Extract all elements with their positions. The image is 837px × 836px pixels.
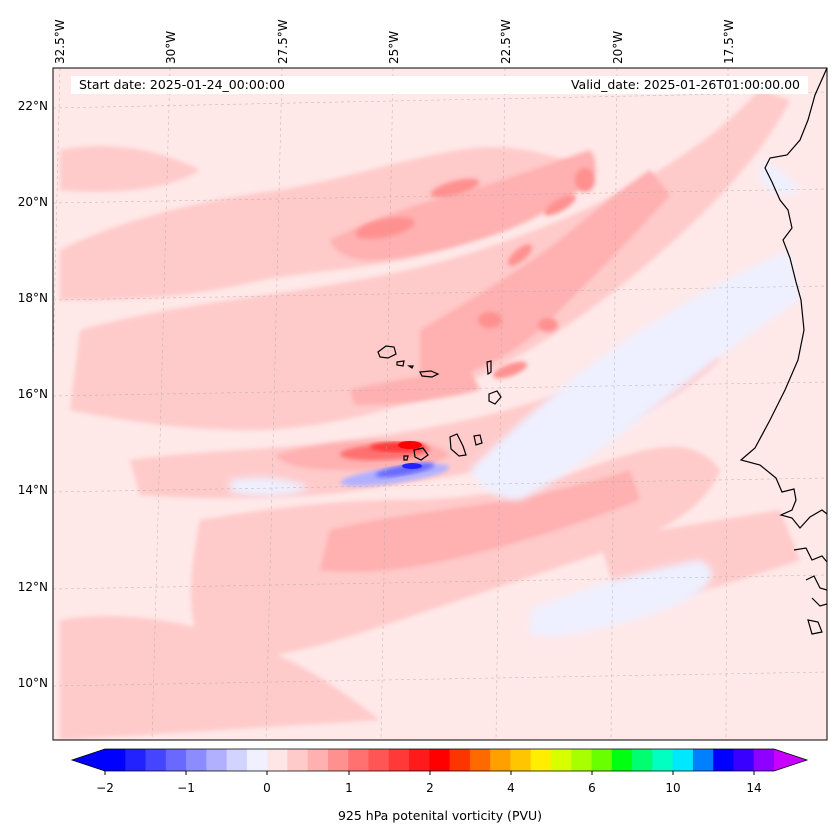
colorbar-segment [753, 749, 775, 771]
island-sao-vicente [396, 360, 405, 367]
colorbar-segment [672, 749, 694, 771]
colorbar-segment [125, 749, 147, 771]
colorbar-segment [733, 749, 755, 771]
colorbar-segment [429, 749, 451, 771]
colorbar-title: 925 hPa potenital vorticity (PVU) [337, 808, 543, 823]
lat-label: 18°N [17, 291, 48, 305]
colorbar-segment [287, 749, 309, 771]
lon-label: 25°W [387, 30, 401, 64]
colorbar-segment [692, 749, 714, 771]
colorbar-segment [348, 749, 370, 771]
pv-contours-negative-faint [230, 160, 800, 637]
colorbar-segment [105, 749, 126, 771]
lon-label: 22.5°W [499, 19, 513, 64]
colorbar-segment [368, 749, 390, 771]
colorbar-segment [226, 749, 248, 771]
lat-label: 12°N [17, 580, 48, 594]
colorbar-segment [652, 749, 674, 771]
colorbar-segment [388, 749, 410, 771]
colorbar-segment [409, 749, 430, 771]
island-brava [403, 455, 409, 461]
coastline-africa [739, 68, 827, 635]
colorbar-segment [267, 749, 288, 771]
lon-label: 27.5°W [276, 19, 290, 64]
colorbar-tick-label: 0 [263, 781, 271, 795]
colorbar-extend-max [774, 749, 807, 771]
island-santiago [449, 433, 467, 457]
colorbar-segment [591, 749, 613, 771]
colorbar-segment [611, 749, 633, 771]
lon-label: 17.5°W [722, 19, 736, 64]
lon-label: 32.5°W [53, 19, 67, 64]
island-sao-nicolau [419, 370, 440, 378]
colorbar-segment [449, 749, 471, 771]
island-sal [486, 360, 492, 376]
island-boa-vista [488, 390, 502, 405]
colorbar-segment [632, 749, 653, 771]
colorbar-tick-label: 14 [746, 781, 762, 795]
colorbar-segment [145, 749, 167, 771]
gridlines [53, 68, 827, 740]
island-santa-luzia [407, 365, 414, 369]
colorbar-tick-label: 1 [345, 781, 353, 795]
start-date-text: Start date: 2025-01-24_00:00:00 [79, 77, 285, 92]
island-fogo [413, 447, 429, 461]
info-box [71, 76, 808, 94]
lat-label: 16°N [17, 387, 48, 401]
colorbar-segment [469, 749, 491, 771]
colorbar-segment [510, 749, 532, 771]
colorbar-tick-label: 10 [665, 781, 681, 795]
colorbar-tick-label: 4 [507, 781, 515, 795]
lat-label: 10°N [17, 676, 48, 690]
colorbar-segment [246, 749, 268, 771]
island-outlines [377, 345, 502, 461]
colorbar-segment [571, 749, 593, 771]
colorbar-tick-label: 6 [588, 781, 596, 795]
colorbar-tick-label: −2 [96, 781, 114, 795]
lon-label: 30°W [164, 30, 178, 64]
lat-label: 14°N [17, 483, 48, 497]
colorbar-segment [206, 749, 228, 771]
map-frame [52, 67, 828, 741]
colorbar-tick-label: −1 [177, 781, 195, 795]
valid-date-text: Valid_date: 2025-01-26T01:00:00.00 [570, 77, 800, 92]
colorbar-segment [307, 749, 329, 771]
lat-label: 22°N [17, 99, 48, 113]
island-maio [473, 434, 483, 446]
colorbar-segment [165, 749, 187, 771]
lon-label: 20°W [611, 30, 625, 64]
colorbar-segment [713, 749, 734, 771]
colorbar [70, 748, 809, 775]
colorbar-tick-label: 2 [426, 781, 434, 795]
colorbar-segment [186, 749, 207, 771]
lat-label: 20°N [17, 195, 48, 209]
colorbar-segment [530, 749, 552, 771]
colorbar-segment [328, 749, 349, 771]
island-santo-antao [377, 345, 397, 359]
pv-contours-dark [355, 168, 595, 379]
pv-field [53, 68, 827, 740]
colorbar-segment [551, 749, 572, 771]
colorbar-extend-min [72, 749, 105, 771]
colorbar-segment [490, 749, 511, 771]
